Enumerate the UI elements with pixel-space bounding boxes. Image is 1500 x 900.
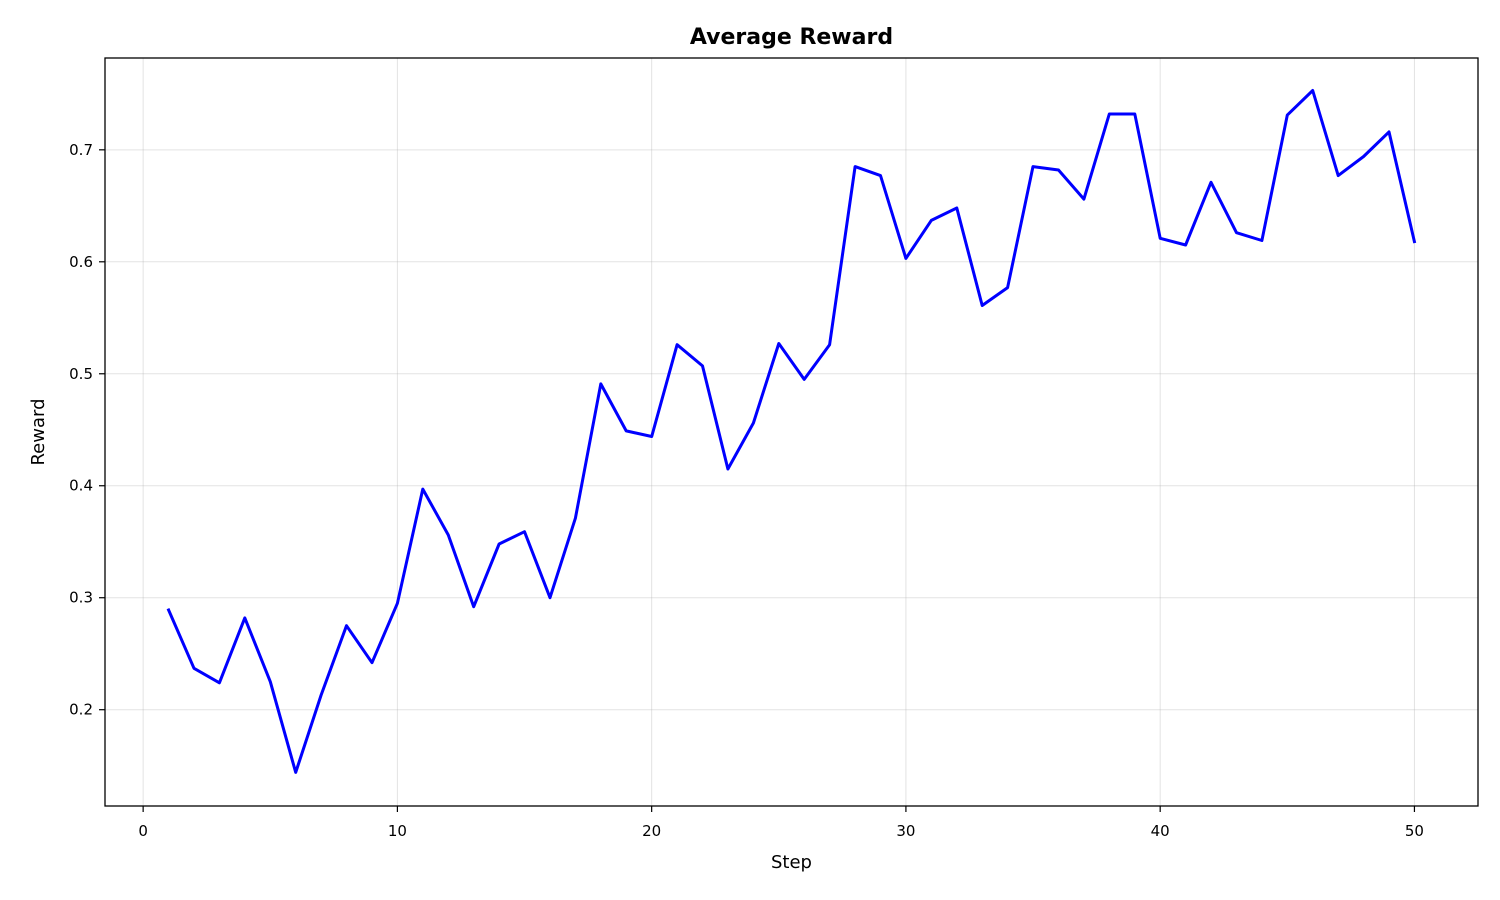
ticks: 0 10 20 30 40 50 0.2 0.3 0.4 0.5 0.6 0.7 (69, 141, 1424, 840)
x-tick-label: 10 (388, 822, 407, 840)
x-tick-label: 50 (1405, 822, 1424, 840)
x-axis-label: Step (771, 852, 812, 873)
x-tick-label: 20 (642, 822, 661, 840)
y-tick-label: 0.3 (69, 589, 93, 607)
y-tick-label: 0.5 (69, 365, 93, 383)
series-line-0 (166, 89, 1417, 774)
y-axis-label: Reward (28, 398, 49, 465)
series-layer (166, 89, 1417, 774)
x-tick-label: 30 (896, 822, 915, 840)
y-tick-label: 0.2 (69, 701, 93, 719)
y-tick-label: 0.6 (69, 253, 93, 271)
plot-frame (104, 57, 1479, 807)
x-tick-label: 40 (1151, 822, 1170, 840)
y-tick-label: 0.4 (69, 477, 93, 495)
y-tick-label: 0.7 (69, 141, 93, 159)
chart-title: Average Reward (690, 25, 893, 50)
grid (105, 58, 1478, 806)
x-tick-label: 0 (138, 822, 148, 840)
